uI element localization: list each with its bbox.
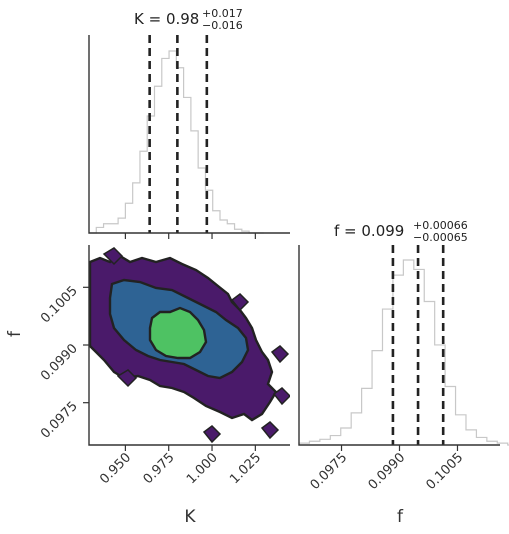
tick-label-f-left: 0.0975	[38, 399, 81, 442]
contour-blob	[272, 387, 290, 406]
title-k-minus: −0.016	[202, 19, 243, 32]
panel-f-hist: f = 0.099 +0.00066 −0.00065 0.0975 0.0990…	[298, 219, 509, 527]
tick-label-f-left: 0.1005	[38, 284, 81, 327]
contour-blob	[102, 247, 124, 266]
title-f-plus: +0.00066	[413, 219, 468, 232]
contour-blob	[270, 345, 290, 364]
contour-blob	[260, 421, 280, 440]
tick-label-k: 1.000	[184, 450, 221, 487]
tick-label-f: 0.1005	[424, 450, 467, 493]
panel-k-hist: K = 0.98 +0.017 −0.016	[88, 7, 290, 239]
tick-label-f: 0.0990	[366, 450, 409, 493]
contour-core	[148, 306, 208, 360]
title-k-plus: +0.017	[202, 7, 243, 20]
histogram-k	[89, 50, 264, 234]
title-f-minus: −0.00065	[413, 231, 468, 244]
contour-blob	[230, 293, 250, 312]
tick-label-k: 0.950	[97, 450, 134, 487]
title-f: f = 0.099	[334, 222, 404, 240]
tick-label-k: 0.975	[141, 450, 178, 487]
axes-f-hist	[298, 245, 500, 446]
contour-blob	[202, 425, 222, 444]
tick-label-f-left: 0.0990	[38, 341, 81, 384]
ylabel-f: f	[5, 330, 25, 337]
tick-label-k: 1.025	[227, 450, 264, 487]
axes-k-hist	[88, 35, 290, 234]
title-k: K = 0.98	[134, 10, 199, 28]
xlabel-k: K	[184, 507, 196, 527]
axes-contour	[88, 245, 290, 446]
contour-blob	[116, 369, 138, 388]
xlabel-f: f	[397, 507, 404, 527]
tick-label-f: 0.0975	[308, 450, 351, 493]
panel-contour: 0.950 0.975 1.000 1.025 0.0975 0.0990 0.1005 f…	[5, 245, 290, 527]
histogram-f	[298, 259, 509, 446]
